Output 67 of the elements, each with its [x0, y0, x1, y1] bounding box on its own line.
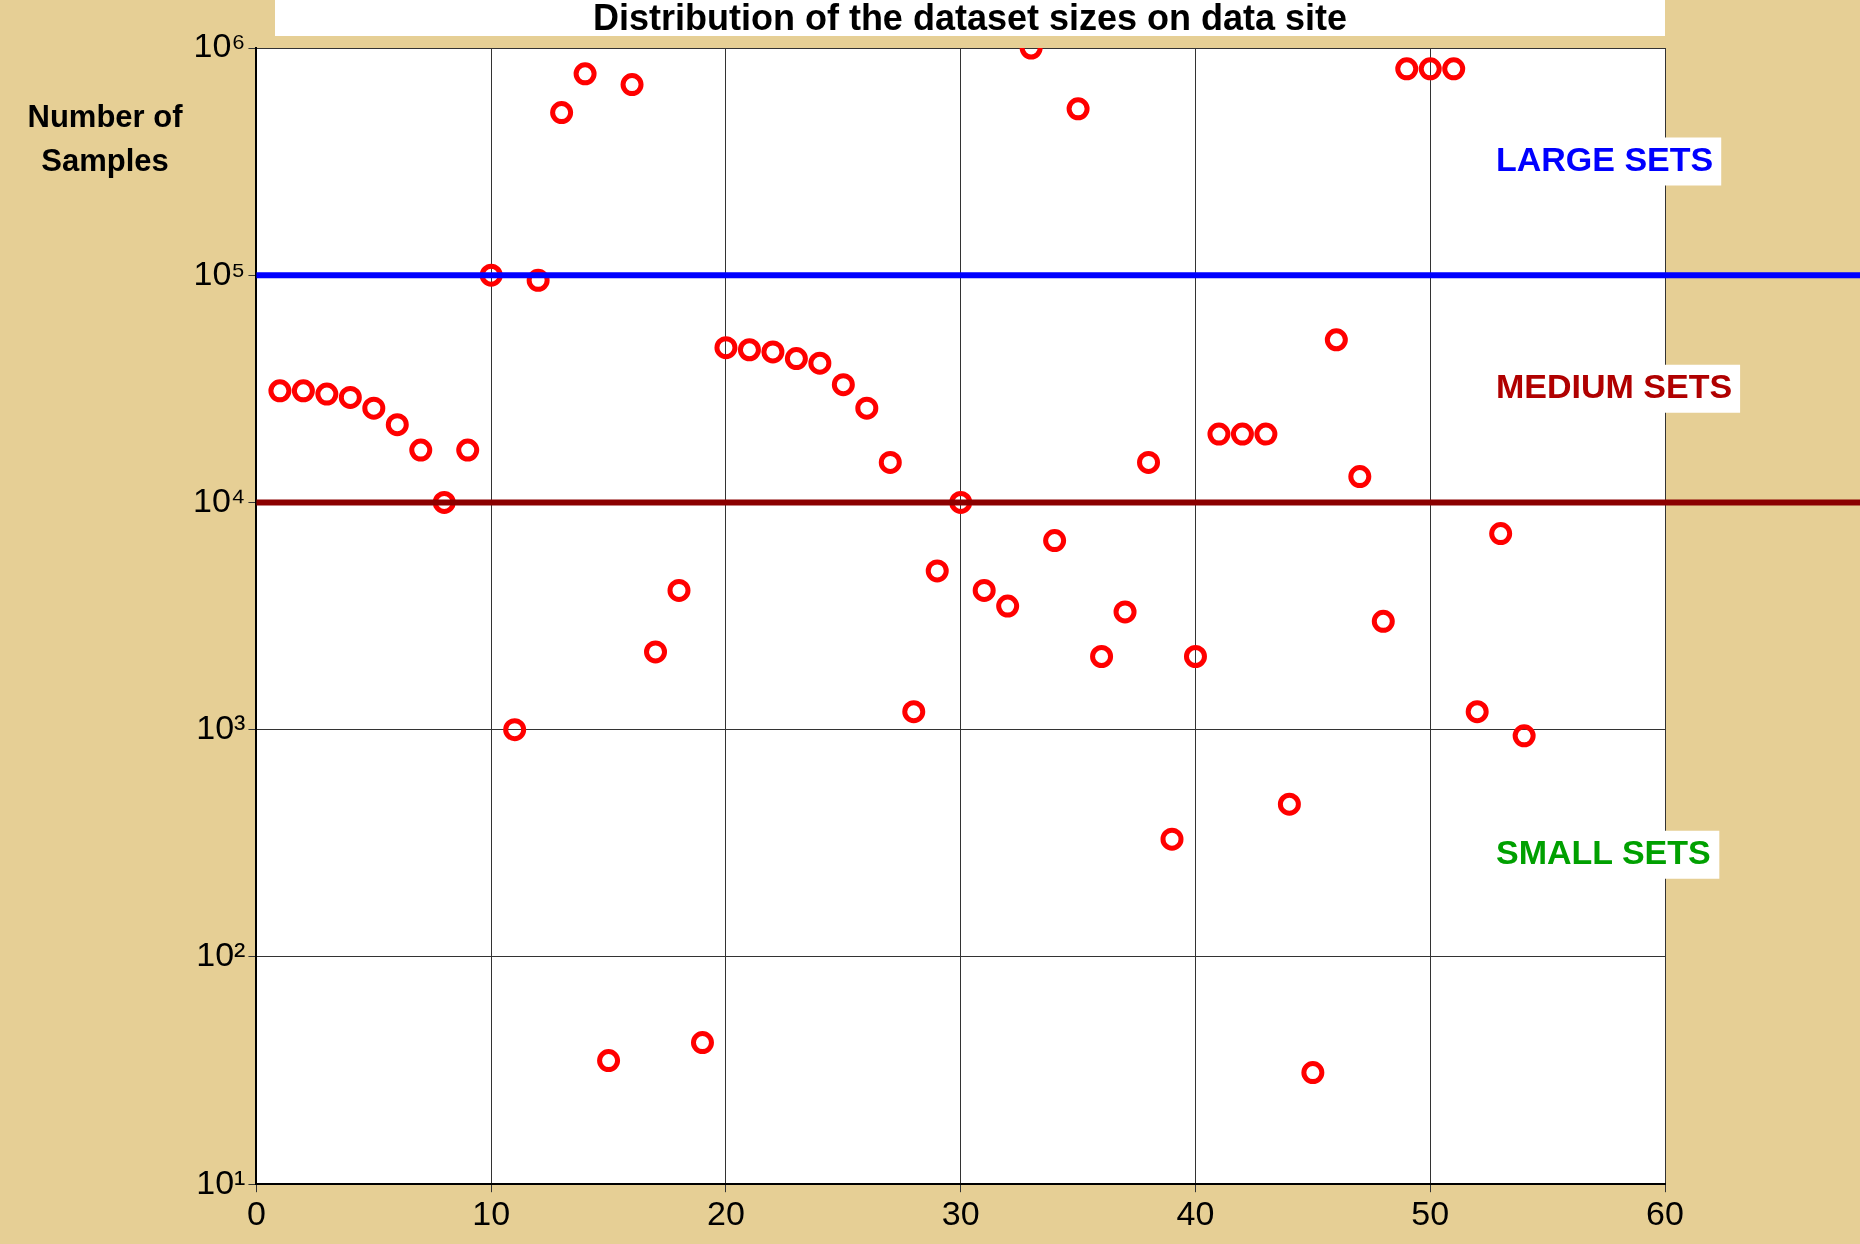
point	[1137, 450, 1161, 474]
y-tick-label: 10²	[196, 935, 246, 974]
point	[1113, 600, 1137, 624]
point	[1489, 522, 1513, 546]
point	[1277, 792, 1301, 816]
y-axis-title: Number of Samples	[26, 98, 184, 180]
point	[268, 379, 292, 403]
chart-title: Distribution of the dataset sizes on data site	[275, 0, 1665, 38]
x-tick-label: 40	[1176, 1193, 1215, 1232]
point	[1254, 422, 1278, 446]
point	[1066, 97, 1090, 121]
point	[737, 338, 761, 362]
point	[1324, 328, 1348, 352]
point	[878, 450, 902, 474]
y-tick-label: 10⁵	[193, 253, 246, 292]
point	[1301, 1061, 1325, 1085]
point	[1183, 645, 1207, 668]
point	[338, 385, 362, 409]
point	[1442, 57, 1466, 81]
point	[1160, 827, 1184, 851]
point	[550, 101, 574, 125]
point	[362, 396, 386, 420]
y-tick-label: 10¹	[196, 1162, 246, 1201]
y-tick-label: 10⁴	[192, 480, 246, 519]
point	[690, 1031, 714, 1055]
point	[808, 351, 832, 375]
point	[1395, 57, 1419, 81]
point	[503, 718, 527, 742]
point	[714, 336, 738, 360]
y-tick-label: 10⁶	[193, 26, 246, 65]
point	[761, 340, 785, 364]
x-tick-label: 60	[1646, 1193, 1684, 1232]
point	[409, 438, 433, 462]
x-tick-label: 10	[472, 1193, 511, 1232]
point	[291, 379, 315, 403]
annotation: LARGE SETS	[1495, 139, 1714, 178]
point	[1418, 57, 1442, 81]
point	[315, 382, 339, 406]
point	[620, 73, 644, 97]
point	[1371, 609, 1395, 633]
point	[1348, 465, 1372, 489]
point	[597, 1049, 621, 1073]
point	[925, 559, 949, 583]
point	[1043, 529, 1067, 553]
x-tick-label: 0	[246, 1193, 266, 1232]
point	[1465, 700, 1489, 724]
point	[1090, 645, 1114, 668]
point	[456, 438, 480, 462]
annotation: MEDIUM SETS	[1495, 367, 1733, 406]
annotation: SMALL SETS	[1495, 833, 1711, 872]
point	[1230, 422, 1254, 446]
point	[831, 373, 855, 397]
point	[573, 62, 597, 86]
point	[667, 578, 691, 602]
point	[1207, 422, 1231, 446]
x-tick-label: 30	[941, 1193, 980, 1232]
point	[1512, 724, 1536, 748]
x-tick-label: 50	[1411, 1193, 1450, 1232]
point	[996, 594, 1020, 618]
point	[385, 413, 409, 437]
x-tick-label: 20	[707, 1193, 745, 1232]
point	[644, 640, 668, 664]
point	[855, 396, 879, 420]
point	[972, 578, 996, 602]
y-tick-label: 10³	[196, 708, 246, 747]
point	[902, 700, 926, 724]
point	[784, 347, 808, 371]
